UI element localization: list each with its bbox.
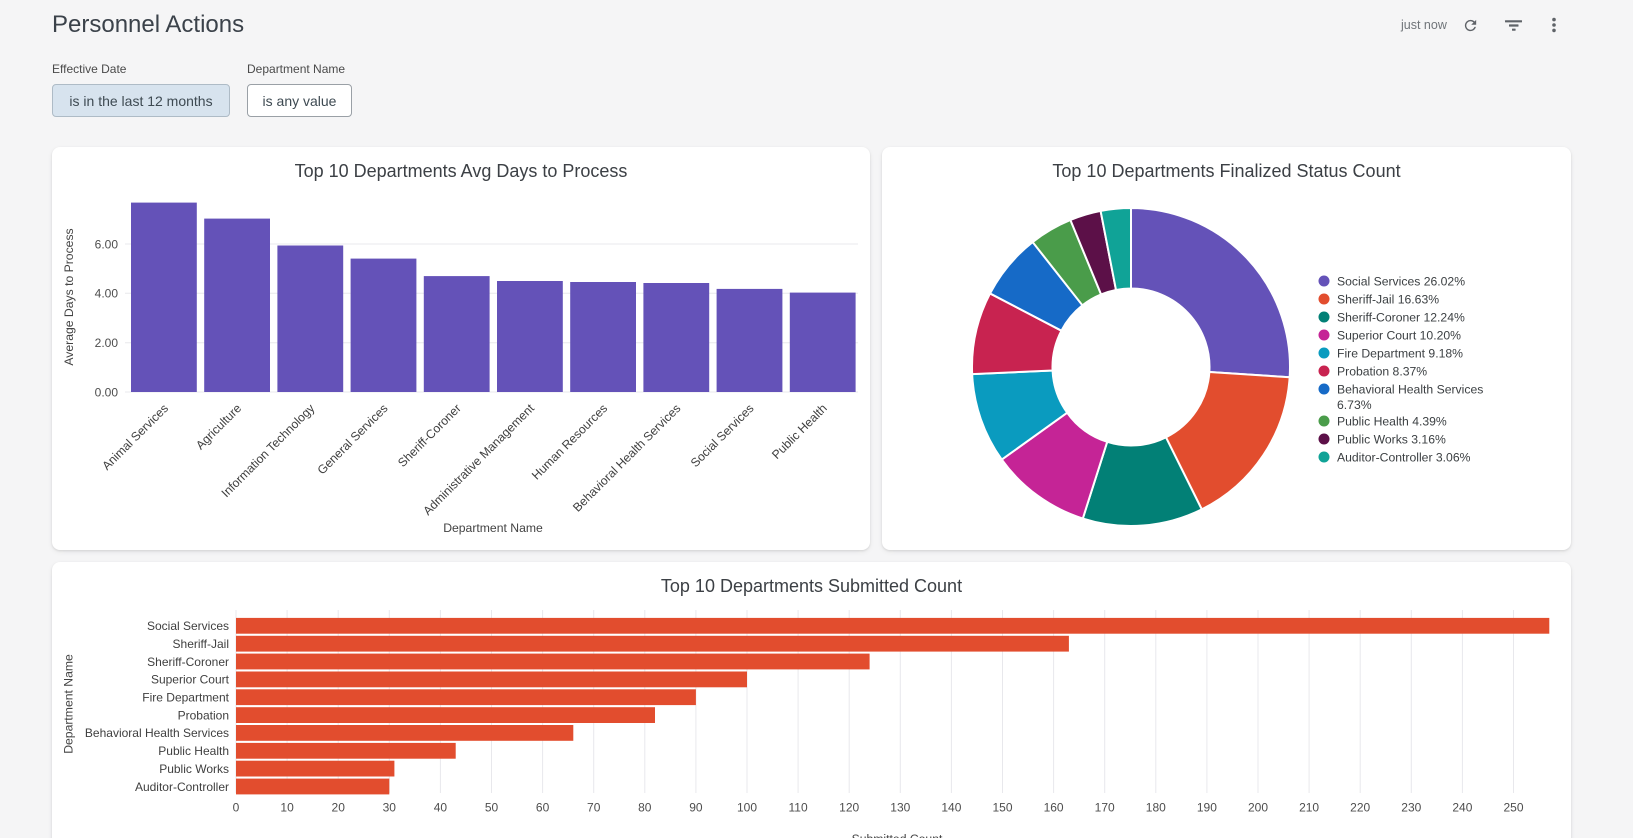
svg-text:4.00: 4.00 [95,287,119,301]
svg-text:50: 50 [485,801,499,815]
svg-text:Average Days to Process: Average Days to Process [62,228,76,365]
svg-text:2.00: 2.00 [95,336,119,350]
svg-text:Human Resources: Human Resources [529,401,610,482]
svg-text:Social Services 26.02%: Social Services 26.02% [1337,275,1465,289]
svg-text:20: 20 [332,801,346,815]
svg-text:210: 210 [1299,801,1319,815]
svg-text:100: 100 [737,801,757,815]
svg-text:250: 250 [1503,801,1523,815]
svg-text:0.00: 0.00 [95,385,119,399]
svg-text:Social Services: Social Services [688,401,757,470]
svg-text:Sheriff-Coroner: Sheriff-Coroner [395,401,464,470]
svg-text:0: 0 [233,801,240,815]
svg-text:30: 30 [383,801,397,815]
svg-text:120: 120 [839,801,859,815]
svg-text:Submitted Count: Submitted Count [852,832,943,838]
svg-text:130: 130 [890,801,910,815]
svg-text:170: 170 [1095,801,1115,815]
svg-text:Sheriff-Jail: Sheriff-Jail [173,637,229,651]
svg-text:80: 80 [638,801,652,815]
svg-text:Department Name: Department Name [443,521,543,535]
svg-text:190: 190 [1197,801,1217,815]
svg-text:Sheriff-Jail 16.63%: Sheriff-Jail 16.63% [1337,293,1439,307]
svg-text:Department Name: Department Name [62,654,76,754]
svg-text:Behavioral Health Services: Behavioral Health Services [1337,383,1483,397]
svg-text:General Services: General Services [315,401,391,477]
svg-text:60: 60 [536,801,550,815]
svg-text:160: 160 [1044,801,1064,815]
svg-text:70: 70 [587,801,601,815]
svg-text:Behavioral Health Services: Behavioral Health Services [85,726,229,740]
svg-text:Public Health 4.39%: Public Health 4.39% [1337,415,1447,429]
svg-text:Auditor-Controller: Auditor-Controller [135,780,229,794]
svg-text:Superior Court 10.20%: Superior Court 10.20% [1337,329,1461,343]
svg-text:Probation 8.37%: Probation 8.37% [1337,365,1427,379]
svg-text:Animal Services: Animal Services [99,401,171,473]
svg-text:Public Health: Public Health [769,401,830,462]
svg-text:Public Health: Public Health [158,744,229,758]
svg-text:150: 150 [992,801,1012,815]
svg-text:220: 220 [1350,801,1370,815]
svg-text:40: 40 [434,801,448,815]
svg-text:Probation: Probation [178,708,229,722]
svg-text:110: 110 [789,801,808,815]
svg-text:240: 240 [1452,801,1472,815]
svg-text:Superior Court: Superior Court [151,673,230,687]
svg-text:6.00: 6.00 [95,237,119,251]
svg-text:Auditor-Controller 3.06%: Auditor-Controller 3.06% [1337,451,1471,465]
svg-text:90: 90 [689,801,703,815]
svg-text:200: 200 [1248,801,1268,815]
svg-text:Sheriff-Coroner: Sheriff-Coroner [147,655,229,669]
svg-text:Public Works: Public Works [159,762,229,776]
svg-text:140: 140 [941,801,961,815]
svg-text:Sheriff-Coroner 12.24%: Sheriff-Coroner 12.24% [1337,311,1465,325]
svg-text:Public Works 3.16%: Public Works 3.16% [1337,433,1446,447]
svg-text:180: 180 [1146,801,1166,815]
svg-text:10: 10 [280,801,294,815]
svg-text:Fire Department: Fire Department [142,691,229,705]
svg-text:6.73%: 6.73% [1337,398,1372,412]
svg-text:Agriculture: Agriculture [193,401,244,452]
svg-text:Social Services: Social Services [147,619,229,633]
svg-text:Fire Department 9.18%: Fire Department 9.18% [1337,347,1463,361]
svg-text:230: 230 [1401,801,1421,815]
